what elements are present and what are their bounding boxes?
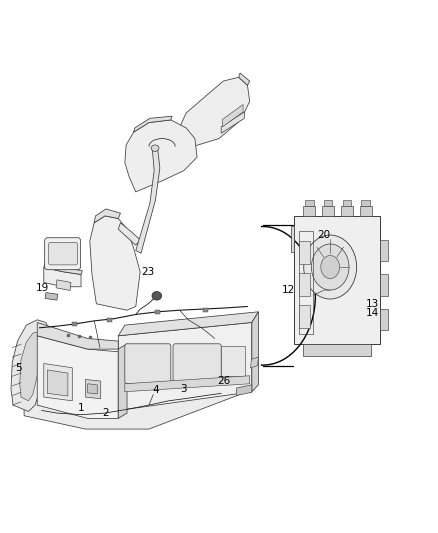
- Bar: [300, 305, 310, 328]
- Text: 1: 1: [78, 403, 85, 413]
- Bar: [300, 273, 310, 296]
- Text: 26: 26: [217, 376, 230, 386]
- Polygon shape: [177, 77, 250, 149]
- Polygon shape: [125, 376, 250, 392]
- Bar: [380, 274, 388, 296]
- Polygon shape: [37, 322, 118, 349]
- Polygon shape: [20, 332, 43, 401]
- Bar: [107, 318, 112, 322]
- Text: 2: 2: [102, 408, 109, 418]
- Ellipse shape: [304, 235, 357, 299]
- Bar: [322, 206, 334, 216]
- Bar: [324, 200, 332, 206]
- Polygon shape: [44, 268, 81, 287]
- Polygon shape: [118, 322, 252, 410]
- Polygon shape: [44, 262, 82, 274]
- Text: 5: 5: [15, 363, 22, 373]
- Polygon shape: [125, 120, 197, 192]
- Text: 14: 14: [366, 308, 379, 318]
- Polygon shape: [134, 116, 172, 132]
- Polygon shape: [252, 312, 258, 392]
- Polygon shape: [47, 370, 68, 396]
- Polygon shape: [118, 223, 140, 245]
- Ellipse shape: [311, 244, 349, 290]
- Text: 23: 23: [141, 267, 155, 277]
- Polygon shape: [251, 357, 258, 368]
- Ellipse shape: [321, 255, 339, 279]
- Bar: [300, 241, 310, 264]
- FancyBboxPatch shape: [49, 243, 78, 265]
- Polygon shape: [94, 209, 120, 223]
- Bar: [203, 308, 208, 312]
- FancyBboxPatch shape: [45, 238, 81, 270]
- Polygon shape: [88, 384, 97, 394]
- Polygon shape: [37, 336, 118, 418]
- Text: 12: 12: [282, 286, 295, 295]
- Bar: [305, 200, 314, 206]
- FancyBboxPatch shape: [173, 344, 221, 382]
- Bar: [361, 200, 370, 206]
- Bar: [221, 346, 245, 376]
- Text: 13: 13: [366, 299, 379, 309]
- Polygon shape: [291, 226, 294, 252]
- Polygon shape: [303, 344, 371, 356]
- Polygon shape: [44, 364, 72, 401]
- Bar: [360, 206, 372, 216]
- FancyBboxPatch shape: [125, 344, 171, 384]
- Polygon shape: [85, 379, 101, 399]
- Text: 3: 3: [180, 384, 187, 394]
- Polygon shape: [56, 280, 71, 290]
- Ellipse shape: [151, 145, 159, 151]
- Polygon shape: [118, 312, 258, 336]
- Polygon shape: [294, 216, 380, 344]
- Polygon shape: [90, 216, 140, 310]
- Bar: [155, 310, 160, 314]
- Polygon shape: [221, 112, 244, 133]
- Polygon shape: [24, 368, 254, 429]
- Bar: [380, 240, 388, 261]
- Polygon shape: [237, 385, 252, 395]
- Bar: [380, 309, 388, 330]
- Text: 19: 19: [36, 283, 49, 293]
- Polygon shape: [223, 104, 243, 127]
- Ellipse shape: [152, 292, 162, 300]
- Polygon shape: [118, 344, 127, 418]
- Text: 20: 20: [318, 230, 331, 239]
- Bar: [341, 206, 353, 216]
- Polygon shape: [136, 149, 160, 253]
- Bar: [72, 322, 77, 326]
- Polygon shape: [239, 73, 250, 85]
- Polygon shape: [45, 293, 58, 300]
- Text: 4: 4: [152, 385, 159, 395]
- Bar: [303, 206, 315, 216]
- Polygon shape: [11, 320, 50, 411]
- Bar: [343, 200, 351, 206]
